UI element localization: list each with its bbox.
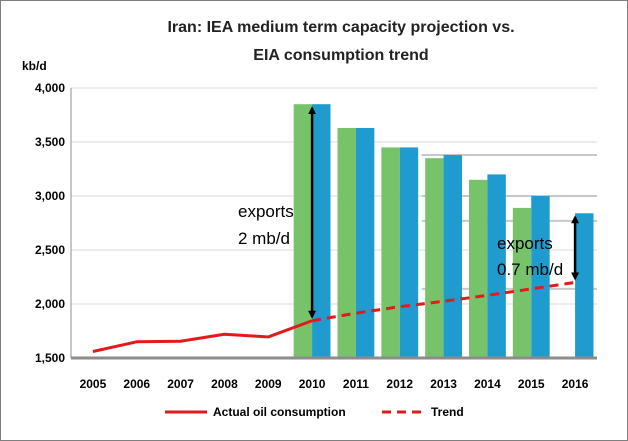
lines (92, 280, 576, 353)
y-tick-label: 2,500 (35, 243, 65, 257)
annotation-text: exports (497, 234, 553, 253)
annotation-text: 0.7 mb/d (497, 260, 563, 279)
legend-label-actual: Actual oil consumption (213, 405, 346, 419)
bar-2013-0 (425, 158, 444, 358)
legend: Actual oil consumption Trend (165, 405, 464, 419)
bar-2011-0 (337, 127, 356, 359)
y-axis-label: kb/d (22, 59, 47, 73)
bar-2011-1 (355, 127, 375, 359)
y-tick-label: 4,000 (35, 81, 65, 95)
chart-title-line-1: Iran: IEA medium term capacity projectio… (167, 19, 514, 36)
x-tick-label: 2005 (80, 377, 107, 391)
bar-2015-1 (531, 196, 550, 358)
bar-2013-1 (443, 154, 462, 358)
x-tick-label: 2014 (474, 377, 501, 391)
gridlines (71, 87, 597, 305)
bar-2012-0 (381, 147, 400, 358)
x-tick-label: 2011 (343, 377, 369, 391)
x-tick-label: 2015 (518, 377, 545, 391)
annotations: exports 2 mb/d exports 0.7 mb/d (238, 106, 580, 319)
x-tick-label: 2016 (562, 377, 589, 391)
x-tick-label: 2013 (430, 377, 457, 391)
bar-2010-0 (293, 104, 313, 358)
bar-2012-1 (399, 147, 419, 358)
annotation-text: 2 mb/d (238, 229, 290, 248)
axes: 1,500 2,000 2,500 3,000 3,500 4,000 2005 2006 20… (35, 81, 597, 391)
annotation-text: exports (238, 202, 294, 221)
x-tick-label: 2007 (167, 377, 194, 391)
y-tick-label: 2,000 (35, 297, 65, 311)
y-tick-label: 3,000 (35, 189, 65, 203)
x-tick-label: 2012 (386, 377, 413, 391)
legend-label-trend: Trend (431, 405, 464, 419)
y-tick-label: 1,500 (35, 351, 65, 365)
y-tick-label: 3,500 (35, 135, 65, 149)
bar-2016-1 (575, 213, 594, 358)
bar-2014-1 (487, 174, 506, 358)
x-tick-label: 2006 (123, 377, 150, 391)
bars (293, 104, 594, 359)
actual-consumption-line (92, 319, 313, 353)
x-tick-label: 2009 (255, 377, 282, 391)
bar-2010-1 (312, 104, 331, 358)
bar-2014-0 (469, 179, 488, 358)
bar-2015-0 (512, 207, 532, 358)
chart-title-line-2: EIA consumption trend (253, 47, 428, 64)
x-tick-label: 2008 (211, 377, 238, 391)
x-tick-label: 2010 (299, 377, 326, 391)
